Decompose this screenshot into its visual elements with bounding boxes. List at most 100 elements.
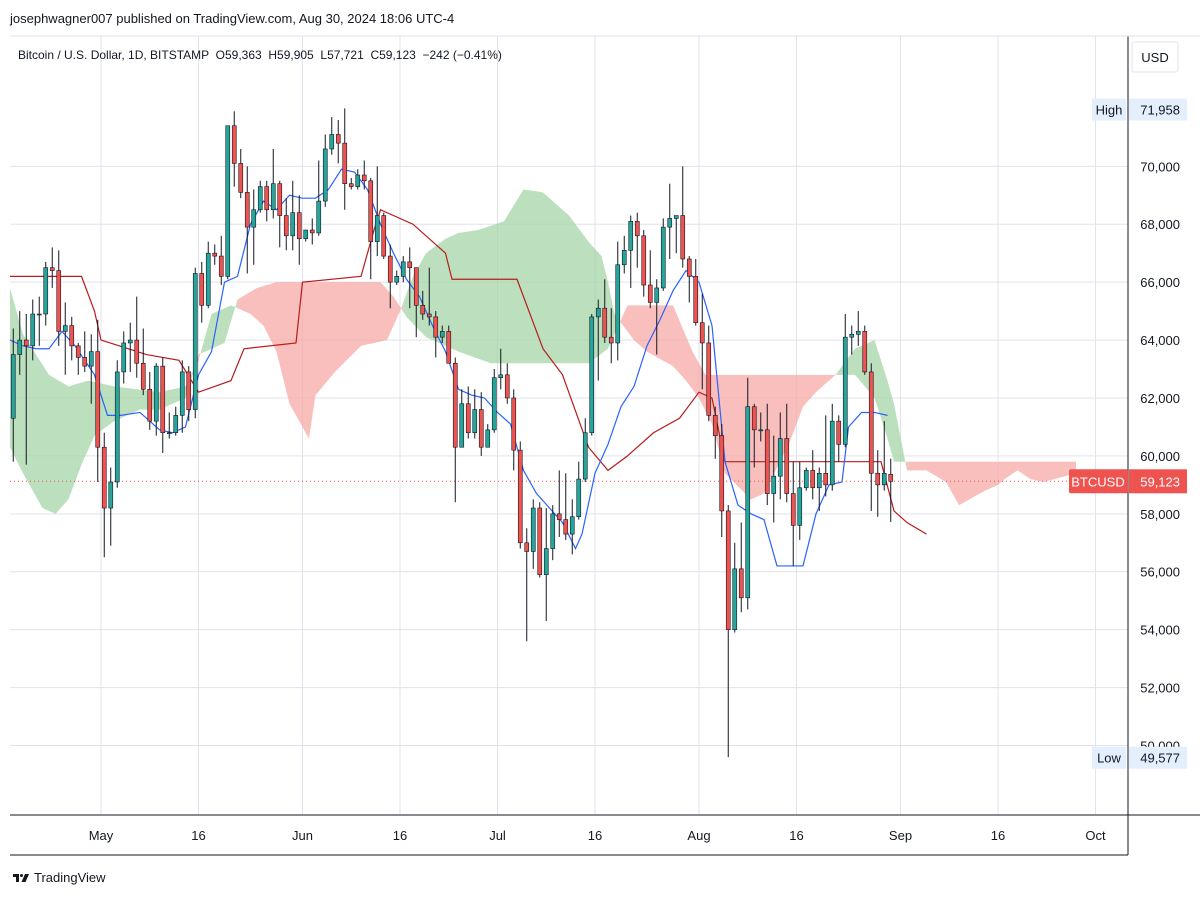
candle-down [602, 307, 608, 338]
legend-open-value: 59,363 [225, 48, 268, 62]
candle-up [732, 568, 738, 630]
candle-up [166, 432, 172, 435]
candle-down [212, 252, 218, 257]
candle-up [855, 331, 861, 335]
candle-up [485, 429, 491, 448]
time-tick-label: May [89, 828, 114, 843]
candle-up [153, 365, 159, 422]
candle-up [758, 429, 764, 432]
candle-up [251, 209, 257, 228]
candle-down [810, 470, 816, 489]
low-marker-value-tag [1129, 746, 1187, 769]
symbol-tag-label: BTCUSD [1071, 474, 1124, 489]
candle-down [836, 420, 842, 445]
candle-up [615, 264, 621, 344]
candle-up [491, 377, 497, 431]
candle-down [751, 406, 757, 431]
candle-down [868, 371, 874, 474]
candle-up [225, 125, 231, 277]
bullish-cloud [835, 340, 907, 471]
candle-down [680, 215, 686, 260]
candle-up [439, 331, 445, 338]
candle-down [407, 261, 413, 268]
tradingview-logo-icon [13, 873, 29, 882]
candle-up [322, 148, 328, 202]
candle-down [348, 183, 354, 187]
time-tick-label: Jul [489, 828, 506, 843]
candle-up [114, 371, 120, 483]
price-tick-label: 68,000 [1140, 217, 1180, 232]
candle-down [413, 267, 419, 306]
price-tick-label: 56,000 [1140, 565, 1180, 580]
candle-down [563, 519, 569, 535]
candle-down [283, 215, 289, 237]
tradingview-footer[interactable]: TradingView [12, 870, 106, 885]
high-marker-label: High [1096, 103, 1123, 118]
candle-up [582, 432, 588, 480]
ichimoku-cloud [10, 189, 1076, 514]
high-marker-value-tag [1129, 98, 1187, 121]
candle-up [472, 409, 478, 434]
candle-down [101, 446, 107, 509]
legend-symbol: Bitcoin / U.S. Dollar, 1D, BITSTAMP [18, 48, 216, 62]
candle-up [374, 215, 380, 242]
price-tick-label: 70,000 [1140, 159, 1180, 174]
bullish-cloud [403, 189, 621, 364]
price-tick-label: 58,000 [1140, 507, 1180, 522]
candle-down [823, 472, 829, 486]
candle-up [257, 186, 263, 211]
candle-down [537, 507, 543, 575]
price-axis[interactable]: 50,00052,00054,00056,00058,00060,00062,0… [1069, 41, 1187, 769]
candle-up [849, 333, 855, 338]
candle-down [647, 284, 653, 303]
chart-attribution: josephwagner007 published on TradingView… [10, 11, 455, 26]
time-tick-label: Oct [1085, 828, 1106, 843]
candle-up [270, 183, 276, 211]
candle-down [199, 273, 205, 306]
candle-down [56, 270, 62, 332]
candle-up [829, 420, 835, 486]
candle-down [517, 449, 523, 544]
candle-down [725, 510, 731, 630]
candle-down [465, 403, 471, 434]
legend-high-value: 59,905 [277, 48, 320, 62]
candle-down [608, 336, 614, 344]
time-axis[interactable]: May 16 Jun 16 Jul 16 Aug 16 Sep 16 Oct [89, 828, 1106, 843]
candle-up [803, 470, 809, 489]
candle-down [23, 339, 29, 347]
candle-up [290, 212, 296, 237]
candle-down [147, 389, 153, 422]
candle-up [628, 221, 634, 251]
candle-down [381, 215, 387, 257]
legend-open-label: O [216, 48, 225, 62]
time-tick-label: 16 [991, 828, 1005, 843]
time-tick-label: Aug [687, 828, 710, 843]
candle-up [355, 174, 361, 187]
candle-down [446, 331, 452, 364]
price-tick-label: 54,000 [1140, 623, 1180, 638]
time-tick-label: Sep [889, 828, 912, 843]
candle-down [888, 474, 894, 482]
legend-low-label: L [320, 48, 327, 62]
candle-down [452, 362, 458, 448]
candlestick-series[interactable] [10, 108, 894, 758]
high-marker-tag [1092, 98, 1126, 121]
candle-down [342, 142, 348, 184]
legend-low-value: 57,721 [327, 48, 370, 62]
candle-down [75, 345, 81, 358]
candle-down [420, 305, 426, 315]
candle-up [394, 276, 400, 283]
candle-up [62, 325, 68, 332]
last-price-value: 59,123 [1140, 474, 1180, 489]
candle-down [634, 221, 640, 237]
candle-down [712, 415, 718, 436]
candle-up [543, 548, 549, 575]
candle-up [881, 472, 887, 486]
legend-line: Bitcoin / U.S. Dollar, 1D, BITSTAMP O59,… [18, 48, 502, 62]
high-marker-value: 71,958 [1140, 103, 1180, 118]
legend-close-label: C [370, 48, 379, 62]
candle-down [764, 429, 770, 494]
low-marker-label: Low [1097, 751, 1121, 766]
candle-up [530, 507, 536, 552]
